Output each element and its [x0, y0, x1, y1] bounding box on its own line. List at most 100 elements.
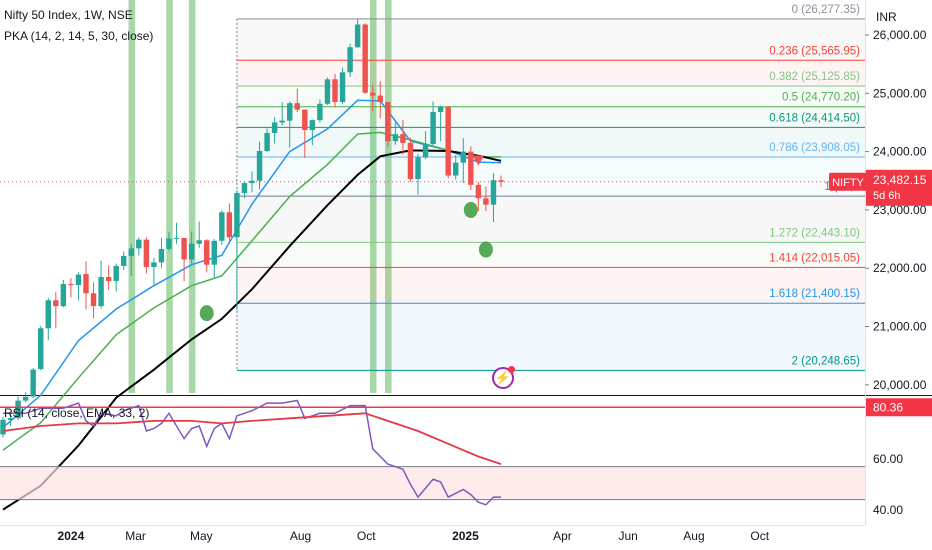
- candle-body: [181, 237, 187, 260]
- price-tick-label: 22,000.00: [873, 261, 927, 275]
- candle-body: [219, 212, 225, 241]
- candle: [158, 237, 165, 269]
- price-axis[interactable]: 26,000.00 25,000.00 24,000.00 23,000.00 22,0…: [865, 0, 927, 525]
- price-tick-label: 23,000.00: [873, 203, 927, 217]
- candle-body: [241, 183, 248, 194]
- candle: [339, 67, 346, 105]
- symbol-legend[interactable]: Nifty 50 Index, 1W, NSE: [4, 8, 133, 22]
- candle: [453, 155, 459, 180]
- fib-zone: [236, 156, 866, 197]
- candle-body: [271, 122, 278, 133]
- highlight-band: [128, 0, 136, 393]
- candle: [430, 101, 436, 146]
- candle: [113, 263, 119, 292]
- candle: [53, 292, 59, 329]
- candle: [45, 297, 51, 340]
- candle: [75, 272, 82, 301]
- fib-label-0.5: 0.5 (24,770.20): [782, 92, 860, 104]
- candle: [483, 186, 489, 212]
- candle: [332, 74, 338, 108]
- candle: [204, 239, 210, 273]
- candle: [151, 257, 157, 286]
- candle-body: [166, 238, 172, 249]
- candle-body: [498, 180, 504, 182]
- candle: [30, 367, 36, 399]
- price-tick-label: 25,000.00: [873, 86, 927, 100]
- price-tick-label: 21,000.00: [873, 320, 927, 334]
- price-tick-label: 26,000.00: [873, 28, 927, 42]
- candle: [468, 146, 474, 191]
- candle: [271, 117, 278, 144]
- moving-averages: [2, 99, 502, 511]
- candle: [294, 88, 300, 112]
- candle-body: [385, 102, 391, 142]
- candle: [437, 105, 444, 142]
- time-axis[interactable]: 2024 Mar May Aug Oct 2025 Apr Jun Aug Oct: [0, 525, 865, 544]
- candle-body: [113, 265, 119, 282]
- candle-body: [317, 103, 323, 121]
- candle-body: [0, 419, 6, 435]
- moving-average-2: [2, 149, 502, 511]
- currency-label[interactable]: INR: [876, 10, 897, 24]
- candle-body: [324, 79, 331, 104]
- candle-body: [415, 157, 421, 180]
- candle-body: [339, 72, 346, 103]
- candle: [354, 18, 361, 48]
- candle-body: [22, 396, 29, 401]
- rsi-badge-value: 80.36: [873, 400, 903, 414]
- time-label: Mar: [125, 529, 146, 543]
- fib-label-0.786: 0.786 (23,908.05): [769, 142, 860, 154]
- candle: [136, 237, 142, 256]
- candle-body: [30, 369, 36, 397]
- candle: [249, 171, 255, 193]
- candle: [226, 203, 233, 244]
- candle-body: [392, 134, 399, 142]
- lightning-icon[interactable]: ⚡: [492, 366, 515, 389]
- time-label: Jun: [619, 529, 638, 543]
- candle: [377, 81, 383, 119]
- indicator-legend[interactable]: PKA (14, 2, 14, 5, 30, close): [4, 29, 154, 43]
- fib-zone: [236, 196, 866, 243]
- rsi-pane[interactable]: [0, 399, 865, 506]
- candle-body: [143, 239, 150, 268]
- candle: [309, 119, 316, 146]
- rsi-tick-label: 40.00: [873, 503, 903, 517]
- signal-dot: [463, 201, 478, 218]
- candle-body: [294, 103, 300, 110]
- candle-body: [234, 193, 240, 238]
- candle: [173, 222, 180, 244]
- candles[interactable]: [0, 18, 504, 438]
- candle: [83, 261, 89, 310]
- candle: [407, 137, 414, 182]
- time-label: 2024: [58, 529, 85, 543]
- candle-body: [370, 92, 376, 96]
- rsi-ma-line: [2, 412, 502, 465]
- time-label: Aug: [683, 529, 704, 543]
- moving-average-1: [2, 131, 501, 451]
- fib-zone-fill: [236, 18, 866, 371]
- rsi-legend[interactable]: RSI (14, close, EMA, 33, 2): [4, 406, 150, 420]
- price-badge: [866, 169, 932, 206]
- fib-zone: [236, 242, 866, 268]
- candle: [302, 109, 308, 159]
- candle-body: [7, 418, 14, 420]
- candle: [392, 122, 399, 145]
- candle-body: [309, 120, 316, 131]
- signal-triangle: [472, 155, 485, 166]
- fib-zone: [236, 267, 866, 304]
- candle-body: [136, 239, 142, 249]
- candle: [22, 391, 29, 403]
- fib-label-1.618: 1.618 (21,400.15): [769, 288, 860, 300]
- fib-label-0.618: 0.618 (24,414.50): [769, 112, 860, 124]
- candle-body: [90, 293, 97, 307]
- time-label: 2025: [452, 529, 479, 543]
- candle: [188, 231, 195, 264]
- price-tick-label: 20,000.00: [873, 378, 927, 392]
- candle: [324, 77, 331, 105]
- candle-body: [279, 120, 285, 123]
- candle: [68, 278, 74, 298]
- candle-body: [483, 198, 489, 205]
- candle: [445, 106, 451, 179]
- candle-body: [83, 274, 89, 294]
